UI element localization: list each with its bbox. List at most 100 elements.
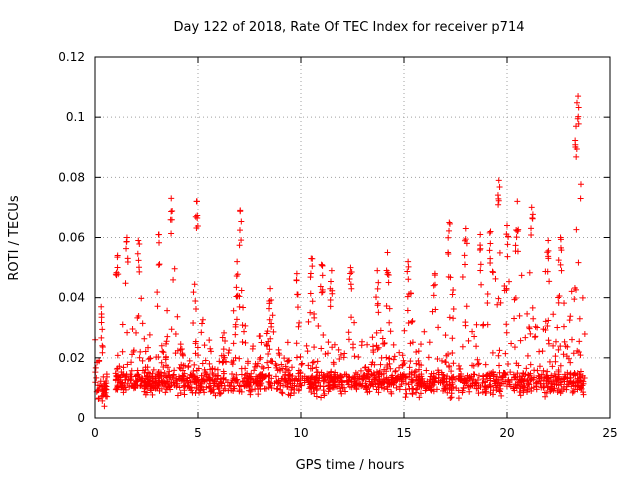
data-point [321,373,328,380]
data-point [102,393,109,400]
data-point [571,296,578,303]
data-point [455,362,462,369]
data-point [186,357,193,364]
data-point [208,348,215,355]
y-tick-label: 0.06 [58,231,85,245]
data-point [562,343,569,350]
data-point [442,359,449,366]
data-point [155,354,162,361]
data-point [562,374,569,381]
data-point [453,385,460,392]
data-point [484,371,491,378]
data-point [142,384,149,391]
data-point [236,355,243,362]
data-point [291,377,298,384]
data-point [255,391,262,398]
data-point [402,386,409,393]
data-point [497,299,504,306]
data-point [462,322,469,329]
data-point [511,344,518,351]
data-point [239,338,246,345]
data-point [129,351,136,358]
data-point [335,346,342,353]
data-point [296,319,303,326]
data-point [404,268,411,275]
data-point [384,249,391,256]
data-point [263,341,270,348]
data-point [293,340,300,347]
data-point [378,371,385,378]
data-point [155,377,162,384]
data-point [266,305,273,312]
data-point [136,354,143,361]
data-point [416,377,423,384]
x-tick-label: 15 [396,426,411,440]
data-point [124,380,131,387]
data-point [286,372,293,379]
data-point [159,348,166,355]
data-point [255,385,262,392]
data-point [480,321,487,328]
data-point [527,330,534,337]
data-point [446,314,453,321]
data-point [537,380,544,387]
data-point [423,384,430,391]
data-point [124,329,131,336]
y-tick-label: 0.08 [58,170,85,184]
data-point [322,351,329,358]
data-point [498,392,505,399]
y-axis-label: ROTI / TECUs [7,195,22,280]
data-point [386,380,393,387]
data-point [242,365,249,372]
data-point [345,381,352,388]
data-point [309,365,316,372]
data-point [260,365,267,372]
data-point [142,375,149,382]
data-point [251,367,258,374]
data-point [399,352,406,359]
data-point [427,376,434,383]
data-point [526,381,533,388]
data-point [196,389,203,396]
data-point [408,318,415,325]
data-point [95,395,102,402]
data-point [247,391,254,398]
data-point [364,341,371,348]
data-point [327,369,334,376]
data-point [164,307,171,314]
data-point [198,383,205,390]
data-point [421,380,428,387]
data-point [396,364,403,371]
data-point [113,385,120,392]
data-point [274,385,281,392]
y-tick-label: 0.12 [58,50,85,64]
data-point [480,372,487,379]
data-point [401,327,408,334]
data-point [393,378,400,385]
data-point [269,312,276,319]
data-point [267,335,274,342]
data-point [166,384,173,391]
data-point [439,377,446,384]
data-point [475,390,482,397]
data-point [172,331,179,338]
data-point [345,329,352,336]
data-point [475,382,482,389]
data-point [342,388,349,395]
data-point [265,364,272,371]
data-point [450,286,457,293]
data-point [576,384,583,391]
data-point [289,380,296,387]
data-point [158,359,165,366]
data-point [478,281,485,288]
data-point [152,375,159,382]
data-point [387,328,394,335]
data-point [560,351,567,358]
data-point [580,389,587,396]
chart-title: Day 122 of 2018, Rate Of TEC Index for r… [174,20,525,35]
data-point [385,271,392,278]
data-point [139,320,146,327]
data-point [558,386,565,393]
data-point [269,358,276,365]
data-point [160,349,167,356]
